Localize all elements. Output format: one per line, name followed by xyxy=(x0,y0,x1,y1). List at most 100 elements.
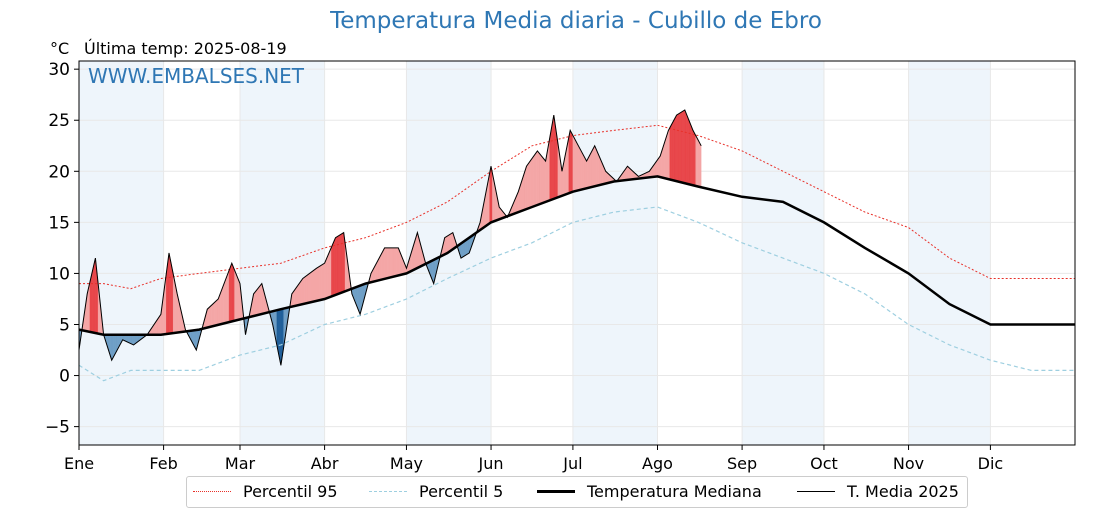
anomaly-fill xyxy=(489,166,492,224)
y-tick-label: 20 xyxy=(48,162,70,182)
anomaly-fill xyxy=(537,150,539,206)
anomaly-fill xyxy=(580,150,583,190)
anomaly-fill xyxy=(685,113,688,185)
anomaly-fill xyxy=(217,295,220,326)
anomaly-fill xyxy=(228,266,231,323)
anomaly-fill xyxy=(342,232,344,293)
anomaly-fill xyxy=(463,240,466,257)
y-tick-label: 30 xyxy=(48,60,70,80)
anomaly-fill xyxy=(230,263,233,323)
anomaly-fill xyxy=(522,174,524,211)
anomaly-fill xyxy=(237,276,239,321)
anomaly-fill xyxy=(302,277,305,305)
anomaly-fill xyxy=(568,130,571,194)
anomaly-fill xyxy=(605,170,608,184)
anomaly-fill xyxy=(301,277,303,305)
y-tick-label: 0 xyxy=(59,367,70,387)
x-tick-label: Abr xyxy=(311,454,339,473)
anomaly-fill xyxy=(462,241,464,258)
anomaly-fill xyxy=(680,111,683,183)
anomaly-fill xyxy=(235,273,238,321)
anomaly-fill xyxy=(655,159,658,177)
y-axis-unit: °C xyxy=(50,39,70,58)
x-tick-label: Nov xyxy=(893,454,924,473)
anomaly-fill xyxy=(524,166,527,210)
month-band xyxy=(239,61,325,445)
x-tick-label: Feb xyxy=(149,454,177,473)
anomaly-fill xyxy=(159,313,162,335)
anomaly-fill xyxy=(389,247,392,278)
anomaly-fill xyxy=(208,306,211,328)
anomaly-fill xyxy=(466,238,469,256)
x-tick-label: Ago xyxy=(642,454,673,473)
anomaly-fill xyxy=(670,122,673,181)
anomaly-fill xyxy=(384,247,387,280)
anomaly-fill xyxy=(220,288,223,325)
anomaly-fill xyxy=(448,233,451,253)
anomaly-fill xyxy=(392,247,395,278)
anomaly-fill xyxy=(387,247,389,279)
series-line-p95 xyxy=(79,124,1075,290)
anomaly-fill xyxy=(335,236,338,296)
x-tick-label: Jun xyxy=(478,454,504,473)
anomaly-fill xyxy=(527,161,530,209)
anomaly-fill xyxy=(576,143,579,191)
anomaly-fill xyxy=(694,132,696,187)
anomaly-fill xyxy=(215,299,218,326)
anomaly-fill xyxy=(658,155,661,178)
legend-swatch-current xyxy=(797,490,835,492)
anomaly-fill xyxy=(231,263,234,322)
anomaly-fill xyxy=(544,158,546,203)
anomaly-fill xyxy=(333,237,336,296)
anomaly-fill xyxy=(669,125,672,181)
month-band xyxy=(742,61,824,445)
anomaly-fill xyxy=(385,247,388,279)
anomaly-fill xyxy=(692,130,695,186)
anomaly-fill xyxy=(531,155,534,208)
anomaly-fill xyxy=(299,279,302,305)
anomaly-fill xyxy=(308,273,310,304)
month-band xyxy=(572,61,658,445)
anomaly-fill xyxy=(691,126,694,186)
anomaly-fill xyxy=(310,270,313,303)
anomaly-fill xyxy=(534,152,537,207)
anomaly-fill xyxy=(133,334,136,346)
anomaly-fill xyxy=(590,150,593,188)
anomaly-fill xyxy=(312,269,314,303)
anomaly-fill xyxy=(533,154,535,207)
anomaly-fill xyxy=(329,247,332,298)
anomaly-fill xyxy=(383,247,385,280)
anomaly-fill xyxy=(627,165,630,181)
anomaly-fill xyxy=(676,113,679,182)
x-tick-label: Mar xyxy=(225,454,256,473)
anomaly-fill xyxy=(323,262,325,300)
anomaly-fill xyxy=(314,267,317,302)
anomaly-fill xyxy=(209,304,212,328)
anomaly-fill xyxy=(552,115,555,200)
anomaly-fill xyxy=(130,334,133,345)
anomaly-fill xyxy=(395,247,398,277)
anomaly-fill xyxy=(690,123,692,186)
anomaly-fill xyxy=(535,150,538,206)
anomaly-fill xyxy=(447,234,449,254)
x-tick-label: Jul xyxy=(562,454,582,473)
anomaly-fill xyxy=(444,236,447,255)
y-tick-label: 25 xyxy=(48,111,70,131)
anomaly-fill xyxy=(232,266,235,322)
anomaly-fill xyxy=(529,159,531,209)
anomaly-fill xyxy=(325,256,328,299)
anomaly-fill xyxy=(234,269,237,322)
legend-label-median: Temperatura Mediana xyxy=(587,481,762,501)
anomaly-fill xyxy=(541,155,544,204)
anomaly-fill xyxy=(574,138,576,192)
anomaly-fill xyxy=(665,134,668,180)
anomaly-fill xyxy=(695,135,698,187)
anomaly-fill xyxy=(449,233,452,252)
legend-swatch-median xyxy=(537,489,575,493)
watermark: WWW.EMBALSES.NET xyxy=(88,64,305,88)
anomaly-fill xyxy=(553,115,556,200)
anomaly-fill xyxy=(675,115,677,182)
anomaly-fill xyxy=(223,281,226,324)
anomaly-fill xyxy=(306,274,309,304)
anomaly-fill xyxy=(132,334,134,346)
